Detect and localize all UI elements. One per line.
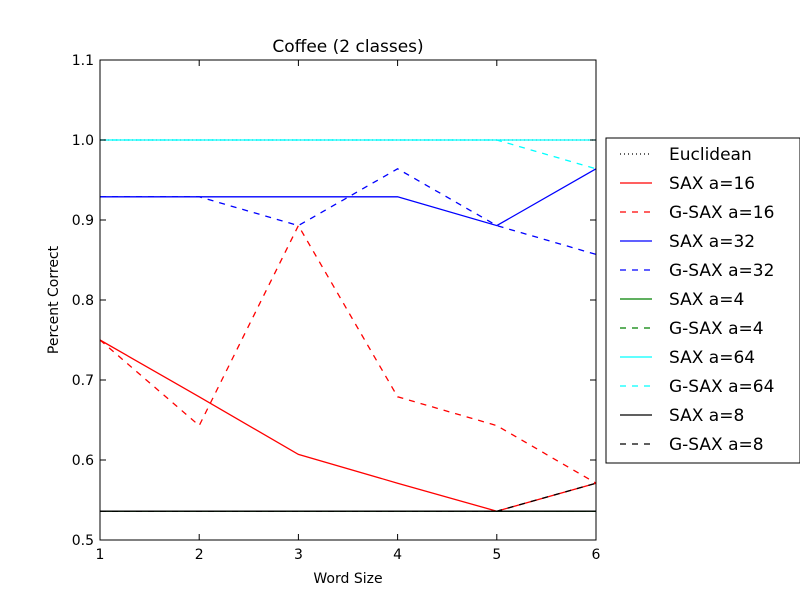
y-tick-label: 0.5: [72, 533, 94, 549]
series-line-10: [100, 482, 597, 512]
legend-label: SAX a=8: [669, 406, 744, 426]
legend-label: SAX a=4: [669, 290, 744, 310]
x-tick-label: 5: [492, 547, 501, 563]
y-tick-label: 0.8: [72, 293, 94, 309]
legend-items: Euclidean SAX a=16 G-SAX a=16 SAX a=32 G-SAX…: [620, 145, 774, 455]
legend-label: G-SAX a=8: [669, 435, 764, 455]
y-tick-label: 0.7: [72, 373, 94, 389]
legend: Euclidean SAX a=16 G-SAX a=16 SAX a=32 G-SAX…: [605, 137, 800, 464]
series-line-4: [100, 168, 597, 256]
x-tick-label: 6: [592, 547, 601, 563]
series-line-2: [99, 224, 597, 484]
y-tick-label: 0.9: [72, 213, 94, 229]
x-tick-label: 4: [393, 547, 402, 563]
x-tick-label: 2: [195, 547, 204, 563]
series-line-3: [100, 168, 597, 227]
x-tick-label: 3: [294, 547, 303, 563]
chart-title: Coffee (2 classes): [272, 37, 423, 57]
legend-label: SAX a=16: [669, 174, 755, 194]
legend-label: SAX a=64: [669, 348, 755, 368]
series-line-8: [100, 139, 597, 170]
plot-frame: [99, 59, 597, 541]
legend-label: G-SAX a=64: [669, 377, 774, 397]
x-axis-title: Word Size: [313, 571, 382, 587]
y-axis: 0.5 0.6 0.7 0.8 0.9 1.0 1.1: [72, 53, 596, 549]
plot-series: [99, 139, 597, 512]
legend-label: Euclidean: [669, 145, 752, 165]
x-tick-label: 1: [96, 547, 105, 563]
legend-label: G-SAX a=4: [669, 319, 764, 339]
legend-label: G-SAX a=16: [669, 203, 774, 223]
y-tick-label: 0.6: [72, 453, 94, 469]
x-axis: 1 2 3 4 5 6: [96, 60, 601, 563]
legend-label: G-SAX a=32: [669, 261, 774, 281]
y-axis-title: Percent Correct: [46, 245, 62, 354]
series-line-1: [99, 339, 597, 512]
y-tick-label: 1.0: [72, 133, 94, 149]
y-tick-label: 1.1: [72, 53, 94, 69]
legend-frame: [605, 137, 800, 464]
legend-label: SAX a=32: [669, 232, 755, 252]
